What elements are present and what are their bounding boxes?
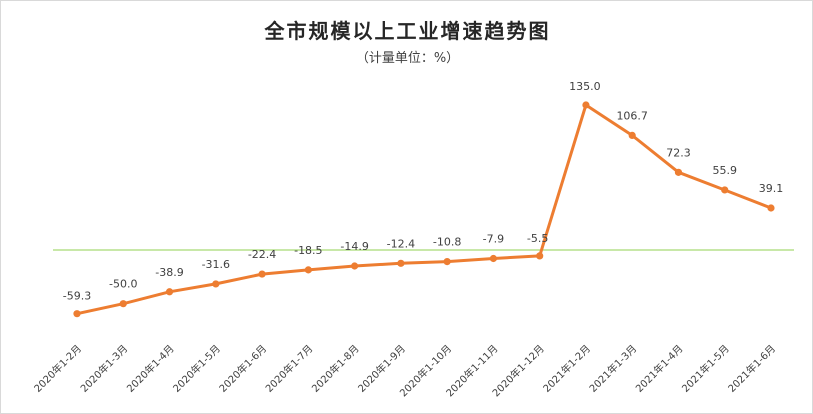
data-point: [212, 280, 220, 288]
data-label: -31.6: [202, 258, 230, 271]
data-point: [582, 101, 590, 109]
data-label: 72.3: [666, 146, 691, 159]
x-tick-label: 2020年1-3月: [77, 342, 130, 395]
data-label: -38.9: [155, 266, 183, 279]
data-point: [258, 270, 266, 278]
x-tick-label: 2020年1-6月: [216, 342, 269, 395]
data-label: 106.7: [616, 109, 648, 122]
data-point: [674, 168, 683, 176]
data-label: 55.9: [712, 164, 737, 177]
data-point: [119, 300, 127, 308]
data-label: -18.5: [294, 244, 322, 257]
data-label: -7.9: [483, 232, 504, 245]
x-axis-ticks: 2020年1-2月2020年1-3月2020年1-4月2020年1-5月2020…: [31, 342, 778, 399]
series-layer: [73, 101, 775, 318]
x-tick-label: 2020年1-8月: [309, 342, 362, 395]
data-point: [397, 259, 405, 267]
data-point: [489, 254, 497, 263]
data-label: -12.4: [387, 237, 415, 250]
data-point: [304, 266, 312, 274]
data-point: [443, 258, 451, 266]
x-tick-label: 2020年1-4月: [124, 342, 177, 395]
data-label: -10.8: [433, 236, 461, 249]
data-label: -59.3: [63, 290, 91, 303]
x-tick-label: 2020年1-9月: [355, 342, 408, 395]
data-point: [165, 288, 174, 296]
data-point: [721, 186, 729, 194]
data-point: [73, 310, 81, 318]
x-tick-label: 2021年1-4月: [633, 342, 686, 395]
data-point: [536, 252, 544, 260]
chart-title: 全市规模以上工业增速趋势图: [264, 19, 551, 43]
x-tick-label: 2021年1-2月: [540, 342, 593, 395]
chart-subtitle: （计量单位：%）: [355, 51, 460, 66]
series-line: [75, 103, 773, 316]
x-tick-label: 2021年1-6月: [725, 342, 778, 395]
data-label: -5.5: [527, 232, 548, 245]
data-point: [351, 262, 359, 270]
x-tick-label: 2020年1-5月: [170, 342, 223, 395]
data-labels: -59.3 -50.0 -38.9 -31.6 -22.4 -18.5 -14.9 -12.4…: [63, 80, 783, 303]
x-tick-label: 2020年1-7月: [263, 342, 316, 395]
data-label: -14.9: [340, 240, 368, 253]
x-tick-label: 2021年1-3月: [586, 342, 639, 395]
data-label: -50.0: [109, 278, 137, 291]
data-point: [628, 131, 636, 139]
data-label: 135.0: [569, 80, 601, 93]
x-tick-label: 2021年1-5月: [679, 342, 732, 395]
data-point: [767, 204, 775, 212]
x-tick-label: 2020年1-2月: [31, 342, 84, 395]
data-label: -22.4: [248, 248, 276, 261]
data-label: 39.1: [759, 182, 784, 195]
